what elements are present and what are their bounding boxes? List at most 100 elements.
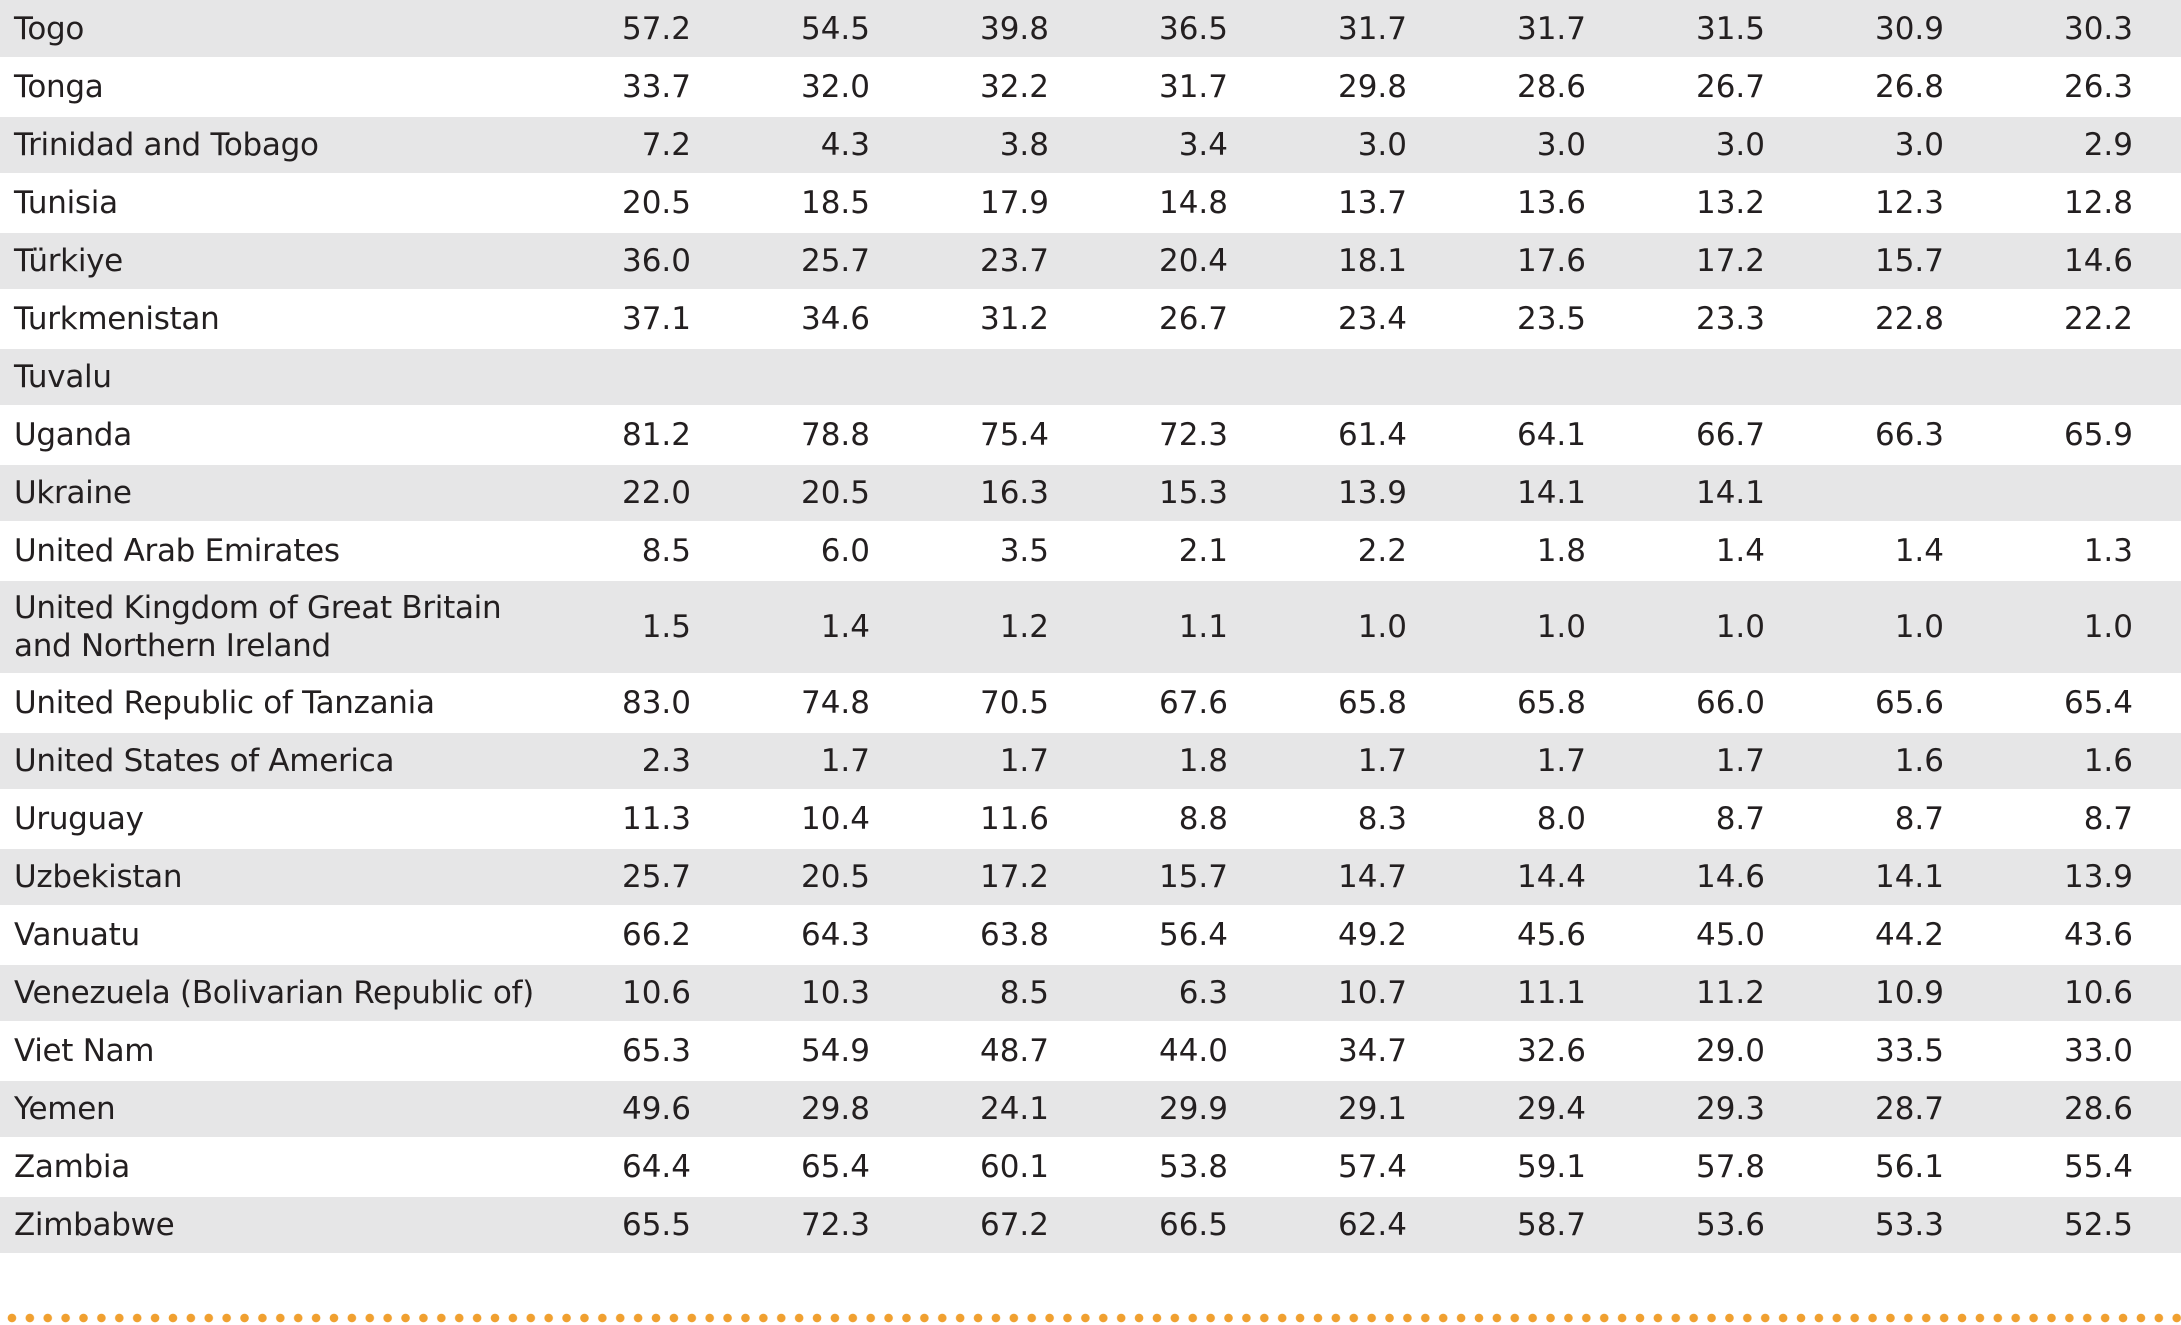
value-cell: 54.5 [739, 0, 918, 59]
value-cell: 1.0 [1813, 580, 1992, 675]
value-cell: 66.2 [560, 906, 739, 965]
value-cell: 1.4 [1813, 522, 1992, 581]
value-cell: 30.9 [1813, 0, 1992, 59]
value-cell: 23.7 [918, 232, 1097, 291]
value-cell: 6.3 [1097, 964, 1276, 1023]
country-cell: Tuvalu [0, 348, 560, 407]
value-cell: 53.3 [1813, 1196, 1992, 1255]
value-cell [1455, 348, 1634, 407]
value-cell: 12.8 [1992, 174, 2181, 233]
value-cell: 30.3 [1992, 0, 2181, 59]
value-cell: 44.0 [1097, 1022, 1276, 1081]
value-cell: 2.3 [560, 732, 739, 791]
value-cell [739, 348, 918, 407]
value-cell: 15.7 [1097, 848, 1276, 907]
value-cell: 3.0 [1276, 116, 1455, 175]
value-cell: 49.2 [1276, 906, 1455, 965]
country-cell: Trinidad and Tobago [0, 116, 560, 175]
value-cell: 14.1 [1813, 848, 1992, 907]
table-row: Tuvalu [0, 348, 2181, 407]
value-cell: 57.4 [1276, 1138, 1455, 1197]
value-cell: 31.2 [918, 290, 1097, 349]
value-cell: 29.9 [1097, 1080, 1276, 1139]
value-cell: 57.2 [560, 0, 739, 59]
value-cell: 65.8 [1276, 674, 1455, 733]
value-cell: 14.6 [1634, 848, 1813, 907]
value-cell: 33.5 [1813, 1022, 1992, 1081]
value-cell: 20.5 [739, 464, 918, 523]
value-cell: 78.8 [739, 406, 918, 465]
country-cell: United Republic of Tanzania [0, 674, 560, 733]
country-cell: Vanuatu [0, 906, 560, 965]
value-cell: 29.8 [1276, 58, 1455, 117]
value-cell: 15.3 [1097, 464, 1276, 523]
value-cell: 17.9 [918, 174, 1097, 233]
value-cell [918, 348, 1097, 407]
value-cell [1813, 464, 1992, 523]
value-cell [1992, 348, 2181, 407]
value-cell: 72.3 [1097, 406, 1276, 465]
value-cell: 34.6 [739, 290, 918, 349]
value-cell: 1.7 [739, 732, 918, 791]
value-cell: 25.7 [560, 848, 739, 907]
country-cell: Uruguay [0, 790, 560, 849]
value-cell: 56.1 [1813, 1138, 1992, 1197]
value-cell: 72.3 [739, 1196, 918, 1255]
value-cell: 10.7 [1276, 964, 1455, 1023]
value-cell: 36.5 [1097, 0, 1276, 59]
value-cell: 1.8 [1097, 732, 1276, 791]
value-cell: 45.6 [1455, 906, 1634, 965]
value-cell: 14.6 [1992, 232, 2181, 291]
table-row: Turkmenistan 37.1 34.6 31.2 26.7 23.4 23.5 23.3… [0, 290, 2181, 349]
value-cell [560, 348, 739, 407]
value-cell: 49.6 [560, 1080, 739, 1139]
value-cell: 36.0 [560, 232, 739, 291]
value-cell: 13.7 [1276, 174, 1455, 233]
value-cell: 1.7 [1455, 732, 1634, 791]
value-cell: 13.6 [1455, 174, 1634, 233]
value-cell: 3.0 [1634, 116, 1813, 175]
value-cell: 65.5 [560, 1196, 739, 1255]
value-cell: 10.3 [739, 964, 918, 1023]
value-cell: 13.9 [1276, 464, 1455, 523]
table-body: Togo 57.2 54.5 39.8 36.5 31.7 31.7 31.5 30.9 30.3… [0, 0, 2181, 1255]
value-cell: 1.7 [1634, 732, 1813, 791]
country-cell: Venezuela (Bolivarian Republic of) [0, 964, 560, 1023]
value-cell [1634, 348, 1813, 407]
value-cell: 6.0 [739, 522, 918, 581]
value-cell: 16.3 [918, 464, 1097, 523]
table-row: Ukraine 22.0 20.5 16.3 15.3 13.9 14.1 14.1 [0, 464, 2181, 523]
value-cell: 32.0 [739, 58, 918, 117]
value-cell: 17.6 [1455, 232, 1634, 291]
value-cell: 3.5 [918, 522, 1097, 581]
table-row: United States of America 2.3 1.7 1.7 1.8 1.7 1… [0, 732, 2181, 791]
value-cell: 53.8 [1097, 1138, 1276, 1197]
value-cell: 1.0 [1455, 580, 1634, 675]
value-cell: 31.7 [1455, 0, 1634, 59]
value-cell: 2.2 [1276, 522, 1455, 581]
table-row: United Republic of Tanzania 83.0 74.8 70.5 6… [0, 674, 2181, 733]
value-cell: 64.4 [560, 1138, 739, 1197]
value-cell: 67.2 [918, 1196, 1097, 1255]
value-cell: 1.6 [1813, 732, 1992, 791]
value-cell: 34.7 [1276, 1022, 1455, 1081]
value-cell: 75.4 [918, 406, 1097, 465]
value-cell: 23.3 [1634, 290, 1813, 349]
value-cell: 1.4 [739, 580, 918, 675]
table-row: Tonga 33.7 32.0 32.2 31.7 29.8 28.6 26.7 26.8 26.… [0, 58, 2181, 117]
value-cell: 18.5 [739, 174, 918, 233]
value-cell: 3.4 [1097, 116, 1276, 175]
value-cell: 66.3 [1813, 406, 1992, 465]
value-cell: 1.3 [1992, 522, 2181, 581]
value-cell: 23.5 [1455, 290, 1634, 349]
value-cell: 67.6 [1097, 674, 1276, 733]
value-cell: 8.7 [1992, 790, 2181, 849]
value-cell: 65.6 [1813, 674, 1992, 733]
value-cell: 65.3 [560, 1022, 739, 1081]
value-cell: 29.4 [1455, 1080, 1634, 1139]
value-cell: 26.8 [1813, 58, 1992, 117]
dotted-divider [0, 1312, 2181, 1324]
value-cell: 24.1 [918, 1080, 1097, 1139]
value-cell: 66.7 [1634, 406, 1813, 465]
country-cell: Yemen [0, 1080, 560, 1139]
